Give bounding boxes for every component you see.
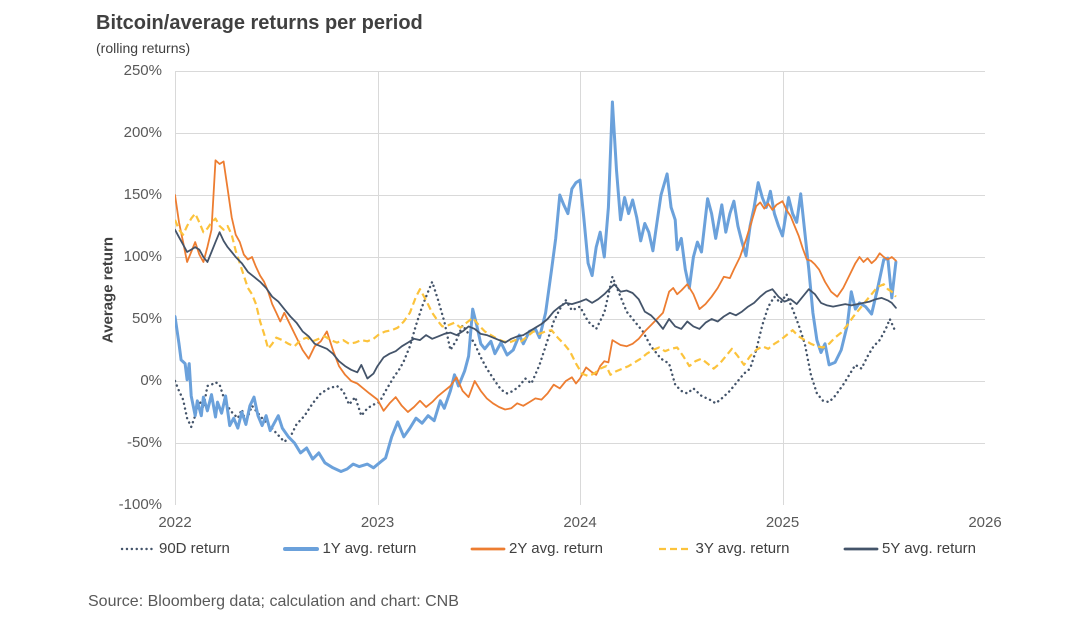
y-tick-label: 250% (123, 62, 162, 79)
legend-item-90d-return: 90D return (120, 540, 230, 557)
legend-marker-solid-line-icon (843, 547, 879, 550)
x-tick-label: 2024 (563, 514, 597, 531)
series-line-5y-avg-return (175, 228, 897, 380)
x-tick-label: 2026 (968, 514, 1002, 531)
x-tick-label: 2023 (360, 514, 395, 531)
legend-marker-dashed-line-icon (658, 547, 691, 550)
y-tick-label: 150% (123, 186, 162, 203)
y-tick-label: -50% (126, 434, 162, 451)
y-tick-label: 200% (123, 124, 162, 141)
x-tick-label: 2022 (158, 514, 192, 531)
source-note: Source: Bloomberg data; calculation and … (88, 593, 459, 610)
y-tick-label: 100% (123, 248, 162, 265)
legend-label: 1Y avg. return (322, 540, 417, 557)
legend-label: 2Y avg. return (508, 540, 603, 557)
legend-label: 3Y avg. return (695, 540, 790, 557)
legend-marker-solid-line-icon (283, 546, 320, 551)
legend-item-3y-avg-return: 3Y avg. return (657, 540, 790, 557)
series-line-90d-return (175, 275, 898, 443)
x-tick-label: 2025 (765, 514, 800, 531)
y-tick-label: 50% (131, 310, 162, 327)
chart-title: Bitcoin/average returns per period (96, 12, 423, 34)
legend-marker-solid-line-icon (470, 547, 506, 550)
legend-marker-dotted-line-icon (120, 547, 156, 550)
legend-item-1y-avg-return: 1Y avg. return (283, 540, 416, 557)
y-tick-label: -100% (118, 496, 162, 513)
series-line-3y-avg-return (175, 212, 897, 378)
legend-label: 90D return (159, 540, 230, 557)
legend-item-5y-avg-return: 5Y avg. return (843, 540, 976, 557)
chart-subtitle: (rolling returns) (96, 40, 191, 56)
series-line-2y-avg-return (175, 159, 897, 413)
legend-label: 5Y avg. return (882, 540, 976, 557)
plot-area (175, 71, 985, 505)
series-line-1y-avg-return (175, 100, 898, 473)
legend-item-2y-avg-return: 2Y avg. return (470, 540, 603, 557)
y-tick-label: 0% (140, 372, 162, 389)
chart-legend: 90D return 1Y avg. return 2Y avg. return 3Y… (120, 540, 976, 557)
